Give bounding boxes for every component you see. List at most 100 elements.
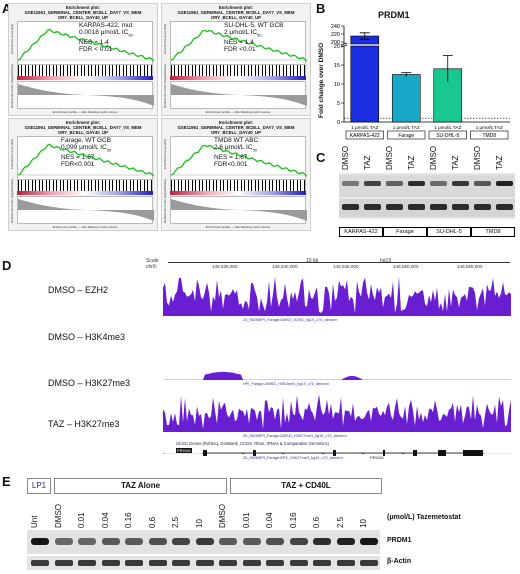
category-box xyxy=(345,130,384,140)
gsea-rank-gradient xyxy=(17,191,153,195)
chart-title: PRDM1 xyxy=(378,10,410,20)
lane-label: 2.5 xyxy=(335,516,345,528)
actin-band xyxy=(360,560,378,566)
actin-band xyxy=(54,560,73,566)
chrom-label: chr6: xyxy=(146,264,158,270)
gsea-ylabel-top: Enrichment score (ES) xyxy=(10,23,14,54)
prdm1-band xyxy=(54,538,73,545)
panel-c-blot-top xyxy=(339,175,515,197)
coordinate-label: 146,545,000 xyxy=(333,264,359,269)
actin-band xyxy=(242,560,261,566)
prdm1-band xyxy=(101,538,120,545)
gsea-rank-gradient xyxy=(17,76,153,80)
gsea-ylabel-bottom: Ranked list metric (Signal2Noise) xyxy=(10,63,14,108)
lane-label: TAZ xyxy=(451,155,460,170)
prdm1-band xyxy=(452,181,469,186)
gsea-plot: Enrichment plot: GSE11961_GERMINAL_CENTER… xyxy=(161,3,311,116)
lane-label: TAZ xyxy=(363,155,372,170)
y-tick-label: 200 xyxy=(331,40,340,46)
gene-model xyxy=(203,450,483,456)
coordinate-label: 146,550,000 xyxy=(393,264,419,269)
x-tick-label: Farage xyxy=(398,133,414,139)
x-tick-prefix: 1 μmol/L TAZ xyxy=(476,125,503,130)
enrichment-curve xyxy=(18,28,154,62)
gsea-title-1: Enrichment plot: xyxy=(65,5,101,10)
lane-label: DMSO xyxy=(385,146,394,170)
gene-name-right: PRDM1 xyxy=(370,455,385,460)
prdm1-band xyxy=(78,538,96,545)
gsea-annotation: SU-DHL-5, WT GCB 2 μmol/L IC50 NES = 1.4 FD… xyxy=(224,22,283,53)
gsea-ic50: 2.6 μmol/L IC50 xyxy=(214,144,258,154)
gene-caption: UCSC Genes (RefSeq, GenBank, CCDS, Rfam,… xyxy=(176,441,329,446)
gsea-ic50-text: 0.099 μmol/L IC xyxy=(61,144,107,152)
actin-band xyxy=(313,560,331,566)
gsea-title-1: Enrichment plot: xyxy=(218,5,254,10)
gsea-hit-bars xyxy=(17,179,153,192)
loading-band xyxy=(408,204,425,210)
gsea-title-2: GSE11961_GERMINAL_CENTER_BCELL_DAY7_VS_M… xyxy=(177,125,295,130)
gsea-nes: NES = 1.4 xyxy=(79,38,109,46)
actin-band xyxy=(101,560,120,566)
cell-line-box: KARPAS-422 xyxy=(339,227,383,237)
actin-band xyxy=(219,560,237,566)
lane-label: 0.04 xyxy=(100,512,110,528)
panel-c-blot xyxy=(339,173,515,219)
gsea-es-panel xyxy=(17,21,154,65)
loading-band xyxy=(452,204,469,210)
gsea-title-1: Enrichment plot: xyxy=(218,120,254,125)
track-caption: 24_952MEPI_Farage-DMSO_EZH2_hg19_c70_den… xyxy=(243,318,337,322)
panel-d-label: D xyxy=(2,258,12,273)
y-tick-label: 5 xyxy=(337,101,340,107)
gsea-legend: Enrichment profile — Hits Ranking metric… xyxy=(52,110,118,114)
y-tick-label: 20 xyxy=(334,44,340,50)
y-tick-label: 15 xyxy=(334,63,340,69)
loading-band xyxy=(474,204,491,210)
lane-label: 0.01 xyxy=(77,512,86,528)
gsea-title-2: GSE11961_GERMINAL_CENTER_BCELL_DAY7_VS_M… xyxy=(177,10,295,15)
prdm1-band xyxy=(313,538,331,545)
prdm1-band xyxy=(360,538,378,545)
gsea-fdr: FDR<0.001 xyxy=(214,161,248,169)
track-name: DMSO – EZH2 xyxy=(48,285,109,295)
track-caption: HPI_Farage-DMSO_H3K4me3_hg19_c70_denorm xyxy=(243,382,329,386)
gsea-ic50: 0.0018 μmol/L IC50 xyxy=(79,29,133,39)
gene-name-left: PRDM1 xyxy=(176,448,193,453)
enrichment-curve xyxy=(171,29,307,62)
gsea-plot: Enrichment plot: GSE11961_GERMINAL_CENTER… xyxy=(8,118,158,231)
actin-band xyxy=(148,560,167,566)
gsea-es-panel xyxy=(170,136,307,180)
x-tick-label: TMD8 xyxy=(482,133,496,139)
loading-band xyxy=(364,204,381,210)
gsea-fdr: FDR<0.001 xyxy=(61,161,95,169)
x-tick-label: KARPAS-422 xyxy=(350,133,380,139)
lane-label: DMSO xyxy=(473,146,482,170)
lane-label: TAZ xyxy=(495,155,504,170)
loading-band xyxy=(496,204,513,210)
gsea-plot: Enrichment plot: GSE11961_GERMINAL_CENTER… xyxy=(8,3,158,116)
gsea-fdr: FDR <0.01 xyxy=(224,46,256,54)
panel-b-label: B xyxy=(316,1,326,16)
actin-band-label: β-Actin xyxy=(387,558,412,565)
lane-label: 2.5 xyxy=(171,516,180,528)
prdm1-band xyxy=(386,181,403,186)
prdm1-band xyxy=(172,538,190,545)
y-tick-label: 10 xyxy=(334,82,340,88)
error-bar xyxy=(442,55,453,83)
gsea-ic50-sub: 50 xyxy=(106,147,112,153)
gsea-cell-line: KARPAS-422, mut xyxy=(79,22,133,29)
lane-label: 0.16 xyxy=(124,512,133,528)
prdm1-band xyxy=(195,538,214,545)
actin-band xyxy=(195,560,214,566)
prdm1-band xyxy=(266,538,284,545)
panel-c-blot-bottom xyxy=(339,199,515,217)
gsea-es-panel xyxy=(170,21,307,65)
tazemetostat-unit-label: (μmol/L) Tazemetostat xyxy=(387,514,461,521)
ranked-metric-shape xyxy=(171,84,307,106)
category-box xyxy=(428,130,467,140)
gsea-ic50-text: 2 μmol/L IC xyxy=(224,29,258,37)
gsea-legend: Enrichment profile — Hits Ranking metric… xyxy=(205,110,271,114)
gsea-ranked-metric xyxy=(170,81,307,109)
prdm1-band xyxy=(496,181,513,186)
prdm1-band xyxy=(219,538,237,545)
x-tick-label: SU-DHL-5 xyxy=(436,133,459,139)
